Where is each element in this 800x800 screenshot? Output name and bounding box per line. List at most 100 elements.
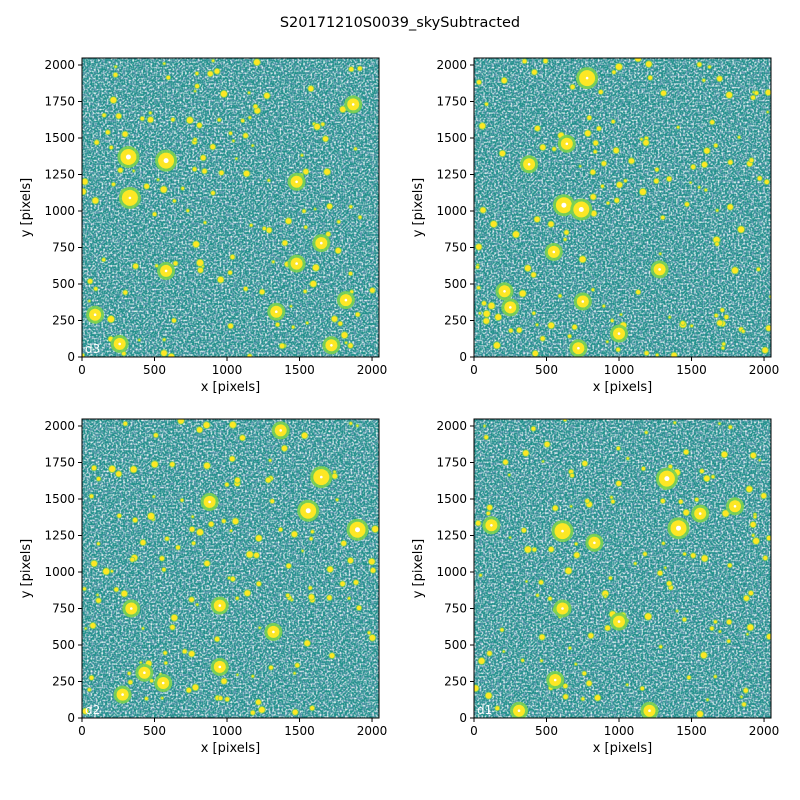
faint-source — [568, 646, 572, 650]
saturated-core — [658, 268, 661, 271]
faint-source — [678, 499, 683, 504]
faint-source — [479, 574, 482, 577]
faint-source — [701, 161, 708, 168]
y-tick-label: 750 — [444, 241, 467, 255]
faint-source — [721, 346, 725, 350]
faint-source — [132, 517, 138, 523]
y-axis-label: y [pixels] — [19, 178, 34, 238]
faint-source — [762, 347, 768, 354]
faint-source — [181, 187, 185, 190]
faint-source — [196, 603, 199, 606]
faint-source — [643, 139, 649, 146]
saturated-core — [509, 306, 512, 309]
faint-source — [189, 597, 195, 602]
faint-source — [596, 126, 601, 131]
faint-source — [306, 321, 309, 325]
x-tick-label: 2000 — [749, 363, 780, 377]
y-tick-label: 1000 — [44, 565, 75, 579]
faint-source — [221, 678, 227, 684]
faint-source — [587, 115, 592, 120]
faint-source — [312, 264, 319, 271]
y-tick-label: 1250 — [436, 529, 467, 543]
faint-source — [214, 68, 220, 74]
faint-source — [102, 113, 106, 117]
faint-source — [644, 351, 649, 356]
y-tick-label: 1750 — [44, 95, 75, 109]
faint-source — [574, 663, 577, 666]
faint-source — [563, 694, 568, 699]
faint-source — [341, 540, 347, 546]
faint-source — [153, 433, 158, 438]
faint-source — [616, 182, 623, 188]
faint-source — [748, 590, 754, 596]
faint-source — [239, 435, 246, 441]
saturated-core — [295, 262, 298, 265]
faint-source — [186, 687, 192, 693]
y-tick-label: 2000 — [436, 419, 467, 433]
saturated-core — [164, 269, 168, 273]
faint-source — [212, 59, 215, 62]
y-tick-label: 1000 — [436, 204, 467, 218]
saturated-core — [561, 202, 567, 208]
faint-source — [606, 340, 609, 343]
faint-source — [662, 542, 665, 545]
faint-source — [303, 169, 309, 175]
faint-source — [766, 634, 771, 640]
faint-source — [568, 334, 572, 338]
faint-source — [474, 685, 479, 692]
y-axis-label: y [pixels] — [19, 539, 34, 599]
faint-source — [746, 633, 749, 636]
faint-source — [512, 231, 520, 238]
faint-source — [616, 481, 622, 486]
faint-source — [300, 154, 304, 157]
faint-source — [114, 65, 117, 68]
faint-source — [114, 587, 119, 592]
detector-label: d3 — [85, 342, 100, 356]
saturated-core — [143, 671, 146, 674]
faint-source — [304, 640, 311, 646]
faint-source — [229, 131, 233, 135]
faint-source — [655, 353, 659, 357]
faint-source — [749, 158, 754, 163]
faint-source — [714, 675, 717, 678]
saturated-core — [272, 630, 275, 634]
faint-source — [229, 456, 235, 462]
faint-source — [763, 555, 768, 561]
faint-source — [140, 116, 145, 121]
faint-source — [654, 178, 659, 184]
faint-source — [534, 216, 540, 222]
faint-source — [214, 636, 220, 642]
faint-source — [635, 58, 642, 62]
faint-source — [754, 91, 759, 95]
y-tick-label: 750 — [52, 602, 75, 616]
faint-source — [639, 188, 647, 195]
faint-source — [683, 449, 689, 455]
faint-source — [308, 594, 315, 600]
faint-source — [235, 157, 238, 160]
faint-source — [367, 631, 371, 635]
faint-source — [96, 598, 101, 603]
faint-source — [348, 343, 353, 348]
faint-source — [171, 117, 175, 122]
x-axis-label: x [pixels] — [201, 741, 261, 756]
saturated-core — [121, 693, 124, 696]
faint-source — [753, 538, 760, 544]
y-tick-label: 500 — [444, 277, 467, 291]
faint-source — [255, 699, 261, 705]
faint-source — [761, 493, 767, 499]
faint-source — [714, 143, 718, 148]
faint-source — [196, 427, 203, 433]
faint-source — [357, 66, 362, 71]
faint-source — [163, 651, 167, 655]
faint-source — [620, 313, 622, 316]
faint-source — [122, 131, 128, 137]
faint-source — [259, 706, 265, 713]
faint-source — [602, 304, 605, 308]
faint-source — [326, 232, 331, 237]
faint-source — [691, 164, 696, 170]
faint-source — [275, 322, 280, 327]
faint-source — [485, 692, 492, 699]
faint-source — [308, 86, 314, 92]
faint-source — [218, 696, 223, 701]
faint-source — [166, 75, 171, 80]
